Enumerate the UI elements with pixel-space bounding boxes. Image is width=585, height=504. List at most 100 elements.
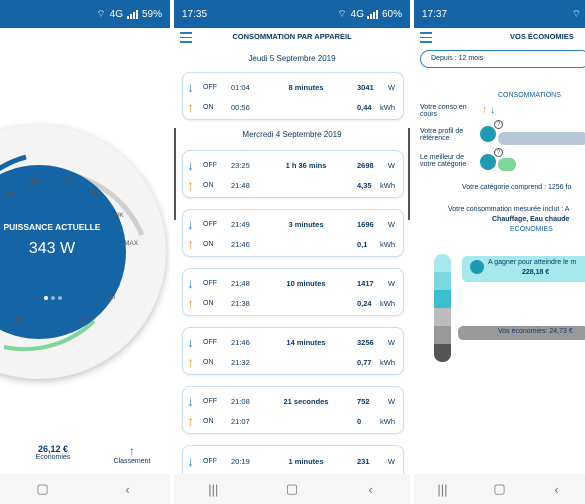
- on-label: ON: [203, 240, 214, 248]
- power-unit: W: [387, 396, 395, 406]
- tick-label: 0: [46, 322, 50, 329]
- system-nav: ||| ▢ ‹: [414, 474, 585, 504]
- on-label: ON: [203, 103, 214, 111]
- savings-metric[interactable]: 26,12 € Economies: [28, 444, 78, 461]
- battery-level: 60%: [381, 8, 402, 20]
- arrow-up-icon: ↑: [187, 295, 194, 311]
- help-icon[interactable]: ?: [494, 120, 503, 129]
- power-screen: ⌔ 4G 59% PUISSANCE ACTUELLE 343 W 100 50…: [0, 0, 170, 504]
- gauge-segment: [434, 308, 451, 326]
- home-button[interactable]: ▢: [285, 481, 299, 496]
- network-type: 4G: [350, 8, 364, 20]
- recents-button[interactable]: |||: [437, 481, 448, 497]
- on-time: 21:48: [231, 180, 250, 190]
- energy-unit: kWh: [380, 416, 395, 426]
- power-value: 1696: [357, 219, 374, 229]
- period-selector[interactable]: Depuis : 12 mois: [420, 50, 585, 68]
- current-power: 343 W: [28, 240, 76, 257]
- best-category-label: Le meilleur de votre catégorie: [420, 154, 467, 168]
- arrow-up-icon: ↑: [187, 413, 194, 429]
- category-text: Votre catégorie comprend : 1256 fo: [462, 184, 572, 191]
- measured-text: Votre consommation mesurée inclut : A: [448, 206, 570, 213]
- session-card[interactable]: ↓ OFF 01:04 8 minutes 3041 W ↑ ON 00:56 0,44 kWh: [182, 72, 404, 120]
- gauge-segment: [434, 272, 451, 290]
- gain-value: 228,18 €: [522, 269, 550, 276]
- arrow-up-icon: ↑: [187, 177, 194, 193]
- ranking-label: Classement: [113, 458, 151, 465]
- help-icon[interactable]: ?: [494, 148, 503, 157]
- left-edge-scrollbar[interactable]: [174, 128, 176, 220]
- session-card[interactable]: ↓ OFF 21:48 10 minutes 1417 W ↑ ON 21:38 0,24 kWh: [182, 268, 404, 316]
- session-card[interactable]: ↓ OFF 21:08 21 secondes 752 W ↑ ON 21:07 0 kWh: [182, 386, 404, 434]
- tick-label: 20: [108, 294, 116, 301]
- right-edge-scrollbar[interactable]: [408, 128, 410, 220]
- arrow-up-icon: ↑: [482, 104, 488, 116]
- gain-text: A gagner pour atteindre le m: [488, 259, 577, 266]
- duration: 21 secondes: [283, 396, 329, 406]
- menu-icon[interactable]: [180, 29, 192, 46]
- page-title: VOS ÉCONOMIES: [510, 32, 574, 41]
- battery-level: 59%: [141, 8, 162, 20]
- duration: 1 minutes: [288, 456, 324, 466]
- off-label: OFF: [203, 338, 217, 346]
- power-unit: W: [387, 278, 395, 288]
- on-time: 21:38: [231, 298, 250, 308]
- arrow-up-icon: ↑: [187, 99, 194, 115]
- back-button[interactable]: ‹: [554, 481, 559, 497]
- network-type: 4G: [109, 8, 123, 20]
- arrow-up-icon: ↑: [187, 354, 194, 370]
- energy-value: 4,35: [357, 180, 372, 190]
- device-consumption-screen: 17:35 ⌔ 4G 60% CONSOMMATION PAR APPAREIL…: [174, 0, 410, 504]
- arrow-down-icon: ↓: [187, 275, 194, 291]
- savings-tooltip: Vos économies: 24,73 €: [458, 326, 585, 340]
- off-time: 21:46: [231, 337, 250, 347]
- arrow-down-icon: ↓: [490, 104, 496, 116]
- home-button[interactable]: ▢: [36, 481, 49, 496]
- dial-progress-arc: [0, 154, 27, 172]
- best-bar: [498, 158, 516, 171]
- tick-label: 10K: [112, 212, 124, 219]
- reference-profile-label: Votre profil de référence: [420, 128, 464, 142]
- off-label: OFF: [203, 457, 217, 465]
- power-value: 2698: [357, 160, 374, 170]
- ranking-metric[interactable]: ↑ Classement: [104, 444, 160, 465]
- tick-label: 5K: [92, 190, 100, 197]
- panel-divider: [170, 0, 173, 504]
- day-title: Jeudi 5 Septembre 2019: [248, 54, 336, 63]
- energy-unit: kWh: [380, 180, 395, 190]
- wifi-icon: ⌔: [337, 8, 347, 20]
- page-indicator: [44, 296, 62, 300]
- back-button[interactable]: ‹: [125, 481, 130, 497]
- system-nav: ▢ ‹: [0, 474, 170, 504]
- recents-button[interactable]: |||: [208, 481, 219, 497]
- wifi-icon: ⌔: [96, 8, 106, 20]
- gauge-segment: [434, 326, 451, 344]
- power-unit: W: [387, 337, 395, 347]
- menu-icon[interactable]: [420, 29, 432, 46]
- on-time: 21:07: [231, 416, 250, 426]
- arrow-down-icon: ↓: [187, 453, 194, 469]
- status-bar: 17:37 ⌔: [414, 0, 585, 28]
- off-time: 21:48: [231, 278, 250, 288]
- off-label: OFF: [203, 220, 217, 228]
- arrow-down-icon: ↓: [187, 157, 194, 173]
- power-unit: W: [387, 456, 395, 466]
- arrow-up-icon: ↑: [129, 444, 135, 458]
- measured-detail-economies: ECONOMIES: [510, 226, 553, 233]
- off-label: OFF: [203, 279, 217, 287]
- energy-unit: kWh: [380, 102, 395, 112]
- system-nav: ||| ▢ ‹: [174, 474, 410, 504]
- session-card[interactable]: ↓ OFF 21:49 3 minutes 1696 W ↑ ON 21:46 0,1 kWh: [182, 209, 404, 257]
- duration: 8 minutes: [288, 82, 324, 92]
- session-card[interactable]: ↓ OFF 23:25 1 h 36 mins 2698 W ↑ ON 21:48 4,35 kW…: [182, 150, 404, 198]
- savings-screen: 17:37 ⌔ VOS ÉCONOMIES Depuis : 12 mois C…: [414, 0, 585, 504]
- clock: 17:37: [422, 8, 448, 20]
- session-card[interactable]: ↓ OFF 21:46 14 minutes 3256 W ↑ ON 21:32 0,77 kWh: [182, 327, 404, 375]
- savings-gauge: [434, 254, 451, 362]
- energy-unit: kWh: [380, 298, 395, 308]
- back-button[interactable]: ‹: [368, 481, 373, 497]
- home-button[interactable]: ▢: [493, 481, 506, 496]
- current-conso-label: Votre conso en cours: [420, 104, 467, 118]
- off-label: OFF: [203, 83, 217, 91]
- page-title: CONSOMMATION PAR APPAREIL: [232, 32, 352, 41]
